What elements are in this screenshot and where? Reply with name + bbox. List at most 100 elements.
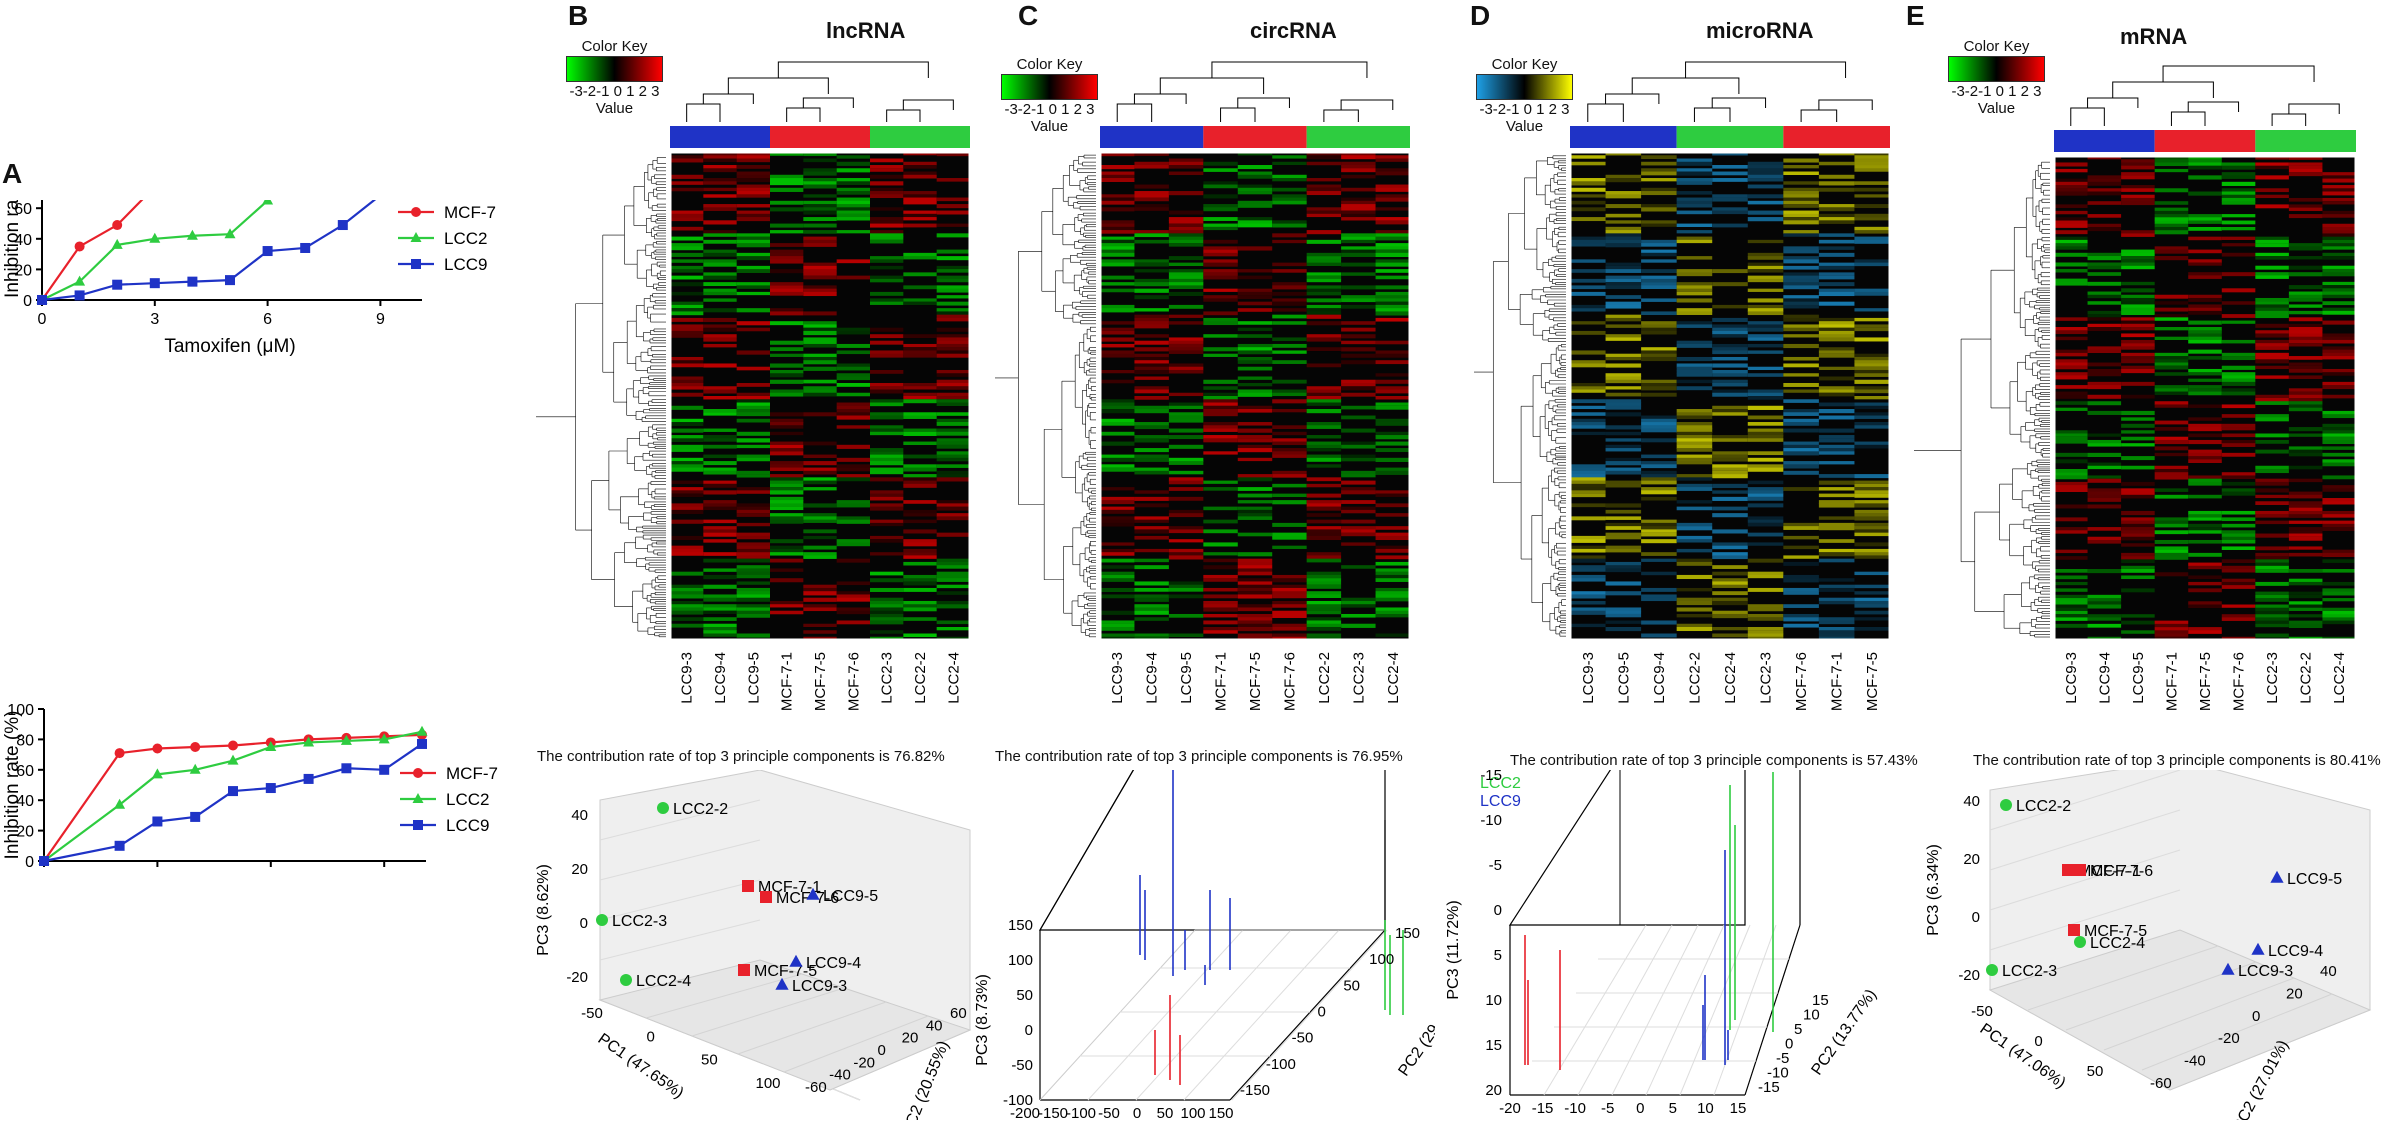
heatmap-cell bbox=[1203, 252, 1238, 257]
pca-c-box-edge bbox=[1038, 770, 1386, 931]
heatmap-cell bbox=[2322, 301, 2356, 306]
heatmap-cell bbox=[1100, 353, 1135, 358]
heatmap-cell bbox=[1237, 604, 1273, 609]
pca-b-grid bbox=[599, 799, 761, 841]
heatmap-cell bbox=[1306, 311, 1342, 315]
heatmap-cell bbox=[1605, 412, 1642, 417]
color-key-gradient bbox=[1476, 74, 1573, 100]
heatmap-cell bbox=[670, 379, 704, 384]
heatmap-cell bbox=[2255, 375, 2289, 379]
heatmap-cell bbox=[1854, 379, 1890, 384]
pc3-tick-label: 20 bbox=[1485, 1082, 1502, 1099]
heatmap-cell bbox=[1306, 435, 1342, 439]
heatmap-cell bbox=[1306, 321, 1342, 326]
column-label: MCF-7-6 bbox=[845, 652, 862, 711]
heatmap-cell bbox=[2121, 510, 2155, 516]
data-point-lcc2 bbox=[265, 741, 277, 751]
heatmap-cell bbox=[803, 324, 837, 328]
heatmap-cell bbox=[2054, 327, 2088, 331]
heatmap-cell bbox=[1783, 334, 1819, 338]
pca-point-mcf-7-5 bbox=[2068, 924, 2080, 936]
heatmap-cell bbox=[1818, 288, 1855, 293]
heatmap-cell bbox=[2288, 156, 2323, 160]
heatmap-cell bbox=[803, 321, 837, 325]
heatmap-cell bbox=[1272, 500, 1307, 505]
heatmap-cell bbox=[936, 474, 970, 478]
color-key-gradient bbox=[566, 56, 663, 82]
heatmap-cell bbox=[670, 243, 704, 247]
heatmap-cell bbox=[736, 291, 770, 296]
heatmap-cell bbox=[1641, 324, 1677, 329]
heatmap-cell bbox=[1676, 161, 1713, 166]
heatmap-cell bbox=[1854, 239, 1890, 244]
pc1-tick-label: -200 bbox=[1010, 1105, 1040, 1120]
color-key-ticks: -3-2-1 0 1 2 3 bbox=[569, 83, 660, 100]
heatmap-cell bbox=[836, 409, 870, 413]
heatmap-cell bbox=[1818, 474, 1855, 478]
heatmap-cell bbox=[1712, 496, 1748, 501]
heatmap-cell bbox=[803, 194, 837, 198]
heatmap-cell bbox=[1341, 285, 1376, 290]
heatmap-cell bbox=[1306, 444, 1342, 449]
heatmap-cell bbox=[1134, 161, 1169, 166]
heatmap-cell bbox=[1272, 282, 1307, 286]
heatmap-cell bbox=[1854, 165, 1890, 169]
heatmap-cell bbox=[1168, 418, 1204, 423]
heatmap-cell bbox=[1375, 171, 1410, 176]
heatmap-cell bbox=[2154, 336, 2189, 341]
heatmap-cell bbox=[770, 353, 804, 357]
heatmap-cell bbox=[1747, 252, 1784, 257]
heatmap-cell bbox=[803, 343, 837, 348]
heatmap-cell bbox=[1237, 191, 1273, 195]
heatmap-cell bbox=[903, 441, 937, 446]
heatmap-cell bbox=[1783, 412, 1819, 416]
heatmap-cell bbox=[2322, 410, 2356, 415]
heatmap-cell bbox=[736, 522, 770, 527]
heatmap-cell bbox=[1605, 230, 1642, 235]
heatmap-cell bbox=[1783, 158, 1819, 163]
heatmap-cell bbox=[1203, 262, 1238, 267]
heatmap-cell bbox=[1676, 574, 1713, 580]
heatmap-cell bbox=[2121, 523, 2155, 528]
heatmap-cell bbox=[1783, 301, 1819, 306]
heatmap-cell bbox=[770, 578, 804, 583]
heatmap-cell bbox=[1306, 604, 1342, 608]
heatmap-cell bbox=[703, 594, 737, 599]
heatmap-cell bbox=[1168, 487, 1204, 491]
heatmap-cell bbox=[2188, 214, 2222, 218]
heatmap-cell bbox=[1168, 233, 1204, 237]
heatmap-cell bbox=[1641, 275, 1677, 280]
heatmap-cell bbox=[903, 350, 937, 355]
heatmap-cell bbox=[1272, 633, 1307, 638]
heatmap-cell bbox=[1168, 461, 1204, 465]
heatmap-cell bbox=[770, 200, 804, 205]
heatmap-cell bbox=[2322, 462, 2356, 467]
heatmap-cell bbox=[803, 230, 837, 234]
heatmap-cell bbox=[770, 174, 804, 179]
heatmap-cell bbox=[1100, 542, 1135, 546]
heatmap-cell bbox=[903, 396, 937, 400]
heatmap-cell bbox=[1570, 578, 1606, 582]
heatmap-cell bbox=[1783, 578, 1819, 583]
pc2-tick-label: 40 bbox=[2320, 963, 2337, 980]
heatmap-cell bbox=[1341, 334, 1376, 339]
pca-point-mcf-7-1 bbox=[2062, 864, 2074, 876]
heatmap-cell bbox=[2322, 514, 2356, 518]
heatmap-cell bbox=[1237, 376, 1273, 380]
heatmap-cell bbox=[2087, 226, 2122, 232]
heatmap-cell bbox=[736, 438, 770, 443]
heatmap-cell bbox=[2087, 156, 2122, 160]
heatmap-cell bbox=[1168, 444, 1204, 449]
heatmap-cell bbox=[803, 269, 837, 274]
heatmap-cell bbox=[1203, 529, 1238, 534]
heatmap-cell bbox=[703, 308, 737, 313]
heatmap-cell bbox=[1168, 405, 1204, 410]
heatmap-cell bbox=[1854, 591, 1890, 595]
heatmap-cell bbox=[1100, 252, 1135, 257]
heatmap-cell bbox=[1100, 578, 1135, 582]
heatmap-cell bbox=[1134, 425, 1169, 430]
heatmap-cell bbox=[1168, 366, 1204, 371]
pc1-tick-label: 0 bbox=[1133, 1105, 1141, 1120]
heatmap-cell bbox=[803, 461, 837, 466]
heatmap-cell bbox=[1783, 171, 1819, 176]
